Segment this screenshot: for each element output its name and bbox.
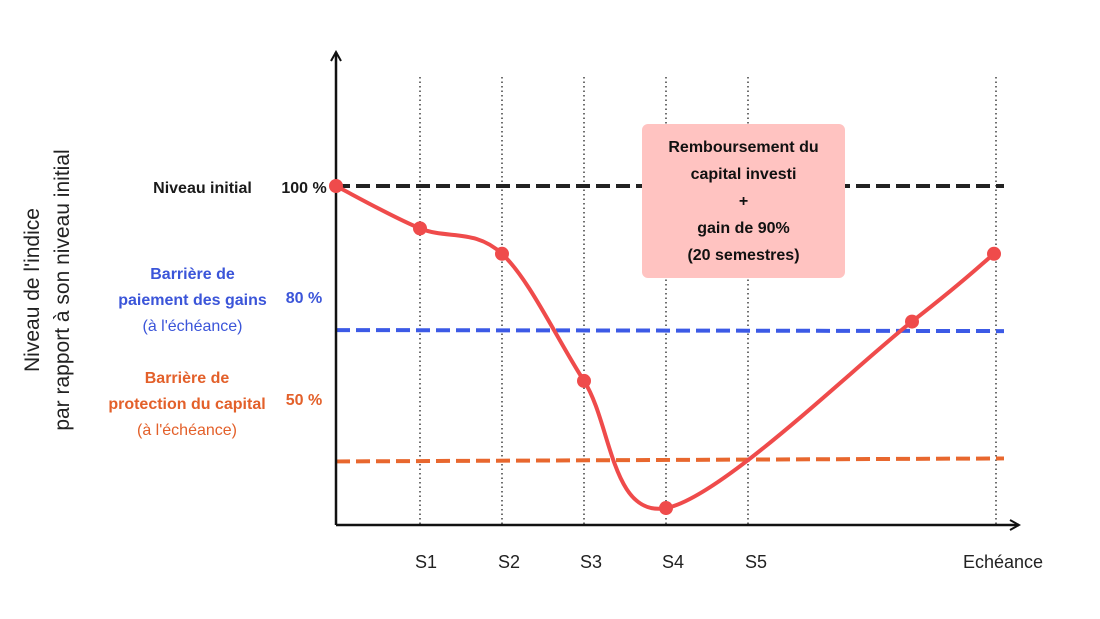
series-path-0 (335, 184, 996, 511)
label-protection-line-1: Barrière de (144, 370, 230, 387)
label-gains: Barrière de paiement des gains (à l'éché… (100, 262, 285, 340)
label-initial: Niveau initial (130, 176, 275, 202)
tick-80: 80 % (285, 290, 323, 307)
x-tick-s1: S1 (414, 552, 438, 572)
label-gains-line-2: paiement des gains (118, 292, 267, 309)
data-point-3 (577, 373, 591, 388)
y-axis-label-line-1: Niveau de l'indice (21, 208, 44, 372)
callout-line-5: (20 semestres) (687, 246, 800, 264)
callout-line-3: + (738, 192, 749, 210)
x-tick-echeance: Echéance (962, 552, 1044, 572)
callout-line-4: gain de 90% (697, 219, 790, 237)
data-point-4 (659, 501, 673, 516)
y-axis-label-line-2: par rapport à son niveau initial (51, 149, 74, 431)
data-point-6 (987, 246, 1001, 261)
callout-box: Remboursement du capital investi + gain … (642, 124, 845, 278)
x-tick-s4: S4 (661, 552, 685, 572)
tick-50: 50 % (285, 392, 323, 409)
label-gains-line-3: (à l'échéance) (142, 318, 243, 335)
callout-line-2: capital investi (690, 165, 797, 183)
x-tick-s2: S2 (497, 552, 521, 572)
label-gains-line-1: Barrière de (150, 266, 235, 283)
reference-line-protection (335, 456, 1005, 464)
callout-line-1: Remboursement du (668, 138, 819, 156)
label-protection-line-2: protection du capital (108, 396, 266, 413)
series-line (329, 179, 1001, 516)
x-tick-s3: S3 (579, 552, 603, 572)
x-tick-s5: S5 (744, 552, 768, 572)
y-axis-label: Niveau de l'indice par rapport à son niv… (18, 149, 78, 430)
data-point-0 (329, 179, 343, 193)
label-initial-line-1: Niveau initial (153, 180, 252, 197)
label-protection-line-3: (à l'échéance) (137, 422, 237, 439)
data-point-5 (905, 314, 919, 329)
data-point-2 (495, 246, 509, 261)
data-point-1 (413, 221, 427, 236)
tick-100: 100 % (281, 180, 327, 197)
label-protection: Barrière de protection du capital (à l'é… (92, 366, 282, 444)
reference-line-gains (335, 328, 1005, 334)
